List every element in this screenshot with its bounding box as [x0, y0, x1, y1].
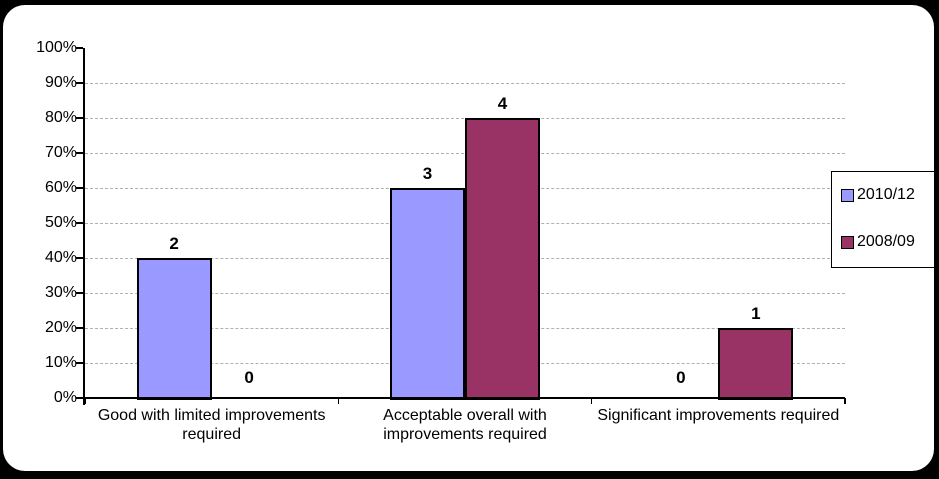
bar-data-label: 2 — [169, 234, 179, 253]
y-axis-tick-label: 50% — [44, 214, 77, 231]
y-axis-tick — [76, 397, 83, 399]
y-axis-tick-label: 40% — [44, 249, 77, 266]
y-axis-tick-label: 60% — [44, 179, 77, 196]
legend-label-2008-09: 2008/09 — [857, 233, 915, 250]
bar-data-label: 0 — [676, 368, 686, 387]
x-axis-tick — [590, 398, 593, 404]
y-axis-tick-label: 90% — [44, 74, 77, 91]
chart-panel: 0% 10% 20% 30% 40% 50% 60% 70% 80% 90% 100% 2 0 3 4 0 1… — [3, 5, 935, 471]
y-axis-tick — [76, 362, 83, 364]
y-axis-tick-label: 10% — [44, 354, 77, 371]
y-axis-tick — [76, 152, 83, 154]
y-axis-tick — [76, 47, 83, 49]
legend: 2010/12 2008/09 — [831, 171, 935, 268]
bar-2010-12 — [390, 188, 465, 400]
y-axis-tick — [76, 187, 83, 189]
legend-item-2010-12: 2010/12 — [841, 184, 934, 206]
x-category-label: Good with limited improvements required — [97, 407, 326, 443]
legend-item-2008-09: 2008/09 — [841, 231, 934, 253]
h-gridline — [85, 83, 845, 84]
x-category-label: Significant improvements required — [597, 407, 840, 424]
bar-data-label: 3 — [422, 164, 433, 183]
bar-data-label: 4 — [497, 94, 508, 113]
x-axis-tick — [844, 398, 846, 404]
bar-2008-09 — [465, 118, 540, 400]
legend-label-2010-12: 2010/12 — [857, 186, 915, 203]
bar-2008-09 — [718, 328, 794, 400]
y-axis-tick-label: 80% — [44, 109, 77, 126]
y-axis-tick — [76, 327, 83, 329]
y-axis-line — [83, 48, 85, 405]
y-axis-tick-label: 0% — [53, 389, 77, 406]
x-axis-tick — [84, 398, 86, 404]
y-axis-tick-label: 30% — [44, 284, 77, 301]
y-axis-tick — [76, 222, 83, 224]
y-axis-tick-label: 70% — [44, 144, 77, 161]
y-axis-tick — [76, 257, 83, 259]
y-axis-tick — [76, 117, 83, 119]
y-axis-tick — [76, 82, 83, 84]
bar-2010-12 — [136, 258, 212, 400]
plot-area: 2 0 3 4 0 1 — [76, 47, 846, 405]
x-category-label: Acceptable overall with improvements req… — [383, 407, 547, 443]
y-axis-tick-label: 20% — [44, 319, 77, 336]
bar-data-label: 0 — [244, 368, 254, 387]
y-axis-tick — [76, 292, 83, 294]
legend-marker-2008-09 — [841, 235, 854, 249]
y-axis-tick-label: 100% — [36, 39, 77, 56]
x-axis-line — [83, 397, 845, 399]
x-axis-tick — [337, 398, 340, 404]
bar-data-label: 1 — [751, 304, 761, 323]
legend-marker-2010-12 — [841, 188, 854, 202]
